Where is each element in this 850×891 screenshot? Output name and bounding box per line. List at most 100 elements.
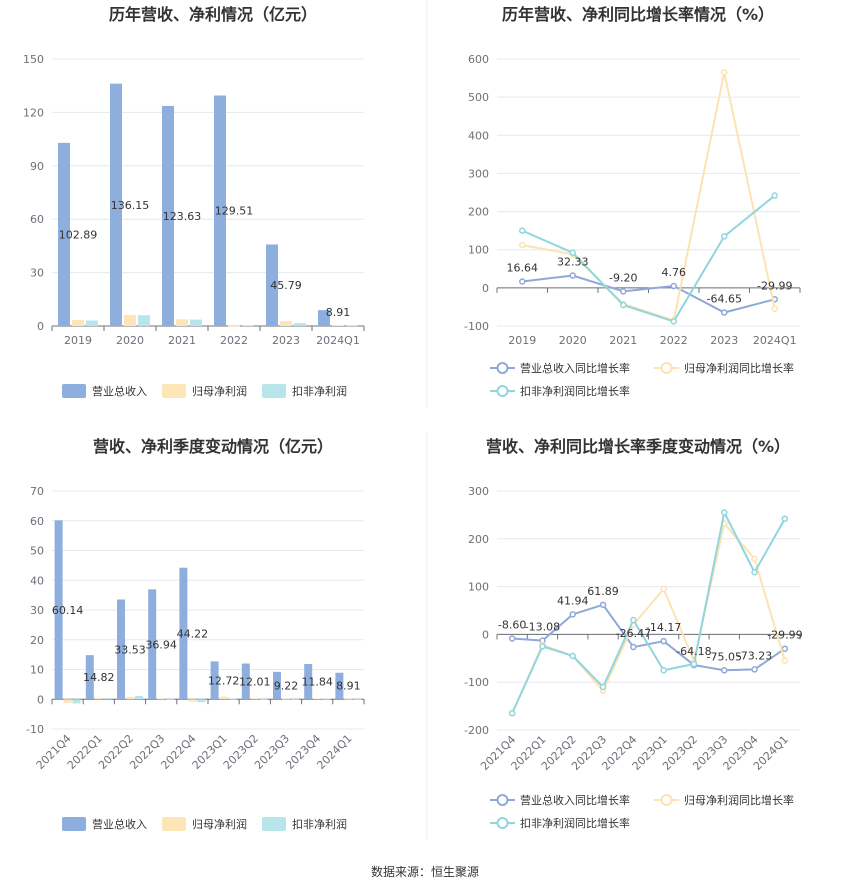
data-label: -14.17 bbox=[646, 621, 681, 634]
bar-revenue bbox=[148, 589, 157, 700]
data-label: 61.89 bbox=[587, 585, 619, 598]
data-point bbox=[599, 601, 607, 609]
bar-nonrecurring-profit bbox=[138, 315, 150, 326]
data-point bbox=[721, 69, 728, 76]
data-point bbox=[519, 227, 526, 234]
data-point bbox=[569, 249, 576, 257]
data-label: 102.89 bbox=[59, 228, 98, 241]
legend-revenue-marker bbox=[496, 362, 509, 374]
x-tick-label: 2023 bbox=[710, 334, 738, 347]
y-tick-label: 0 bbox=[37, 320, 44, 333]
data-source-note: 数据来源：恒生聚源 bbox=[371, 864, 479, 879]
bar-revenue bbox=[214, 95, 226, 326]
x-tick-label: 2024Q1 bbox=[753, 334, 797, 347]
y-tick-label: -100 bbox=[464, 676, 489, 689]
bar-nonrecurring-profit bbox=[291, 698, 299, 700]
quarterly-revenue-profit-bar-chart: 营收、净利季度变动情况（亿元）-100102030405060702021Q42… bbox=[26, 437, 365, 831]
bar-net-profit bbox=[176, 319, 188, 326]
bar-revenue bbox=[117, 599, 125, 700]
chart-title: 历年营收、净利情况（亿元） bbox=[109, 5, 317, 24]
x-tick-label: 2021 bbox=[609, 334, 637, 347]
data-label: 41.94 bbox=[557, 594, 589, 607]
bar-revenue bbox=[273, 671, 281, 700]
bar-nonrecurring-profit bbox=[135, 695, 143, 700]
y-tick-label: 500 bbox=[468, 91, 489, 104]
y-tick-label: 200 bbox=[468, 533, 489, 546]
legend-net-profit-label: 归母净利润 bbox=[192, 384, 247, 398]
data-label: -13.08 bbox=[525, 621, 560, 634]
bar-revenue bbox=[54, 520, 63, 700]
bar-nonrecurring-profit bbox=[322, 698, 331, 700]
bar-net-profit bbox=[94, 697, 103, 700]
bar-nonrecurring-profit bbox=[353, 698, 362, 700]
data-label: -26.47 bbox=[616, 627, 651, 640]
data-point bbox=[569, 272, 576, 279]
y-tick-label: 100 bbox=[468, 581, 489, 594]
data-label: 129.51 bbox=[215, 205, 254, 218]
data-point bbox=[751, 555, 758, 563]
data-point bbox=[569, 611, 576, 618]
bar-nonrecurring-profit bbox=[259, 698, 268, 700]
legend-nonrecurring-profit-swatch bbox=[262, 384, 286, 398]
y-tick-label: 70 bbox=[30, 485, 44, 498]
y-tick-label: 300 bbox=[468, 167, 489, 180]
series-line-net-profit bbox=[522, 72, 776, 322]
bar-net-profit bbox=[344, 698, 353, 700]
legend-net-profit-marker bbox=[660, 794, 673, 806]
data-label: 11.84 bbox=[301, 676, 333, 689]
y-tick-label: -100 bbox=[464, 320, 489, 333]
bar-net-profit bbox=[313, 698, 322, 700]
x-tick-label: 2020 bbox=[116, 334, 144, 347]
data-label: 9.22 bbox=[274, 679, 299, 692]
data-point bbox=[519, 241, 526, 249]
chart-title: 历年营收、净利同比增长率情况（%） bbox=[502, 5, 774, 24]
data-point bbox=[660, 637, 667, 645]
y-tick-label: 30 bbox=[30, 267, 44, 280]
data-point bbox=[599, 683, 607, 691]
bar-nonrecurring-profit bbox=[197, 699, 206, 703]
y-tick-label: 100 bbox=[468, 244, 489, 257]
y-tick-label: 60 bbox=[30, 515, 44, 528]
bar-nonrecurring-profit bbox=[72, 699, 81, 704]
y-tick-label: 20 bbox=[30, 634, 44, 647]
data-label: 12.01 bbox=[239, 675, 271, 688]
series-line-revenue bbox=[522, 274, 776, 314]
data-point bbox=[508, 635, 516, 642]
data-point bbox=[630, 643, 637, 651]
bar-revenue bbox=[179, 567, 188, 700]
legend-revenue-label: 营业总收入同比增长率 bbox=[520, 361, 630, 375]
bar-revenue bbox=[266, 244, 278, 326]
bar-net-profit bbox=[63, 699, 72, 703]
data-label: -29.99 bbox=[767, 629, 802, 642]
x-tick-label: 2022 bbox=[660, 334, 688, 347]
y-tick-label: 200 bbox=[468, 206, 489, 219]
bar-net-profit bbox=[228, 325, 240, 327]
data-label: 16.64 bbox=[507, 262, 539, 275]
bar-nonrecurring-profit bbox=[242, 325, 254, 327]
data-point bbox=[771, 305, 778, 313]
data-label: -75.05 bbox=[707, 650, 742, 663]
legend-nonrecurring-profit-swatch bbox=[262, 817, 286, 831]
data-label: -9.20 bbox=[609, 271, 637, 284]
y-tick-label: 60 bbox=[30, 213, 44, 226]
bar-nonrecurring-profit bbox=[228, 698, 237, 700]
x-tick-label: 2021 bbox=[168, 334, 196, 347]
data-point bbox=[771, 192, 778, 199]
legend-nonrecurring-profit-marker bbox=[496, 385, 509, 397]
legend-net-profit-marker bbox=[660, 362, 673, 374]
data-point bbox=[721, 309, 728, 316]
bar-nonrecurring-profit bbox=[346, 325, 358, 327]
bar-revenue bbox=[318, 310, 330, 326]
bar-net-profit bbox=[124, 314, 136, 326]
bar-net-profit bbox=[188, 699, 197, 702]
data-label: 33.53 bbox=[114, 643, 146, 656]
y-tick-label: 40 bbox=[30, 574, 44, 587]
data-point bbox=[781, 657, 789, 664]
bar-net-profit bbox=[280, 321, 292, 326]
data-label: 60.14 bbox=[52, 604, 84, 617]
annual-growth-rate-line-chart: 历年营收、净利同比增长率情况（%） -100 0 100 200 300 400 500 600… bbox=[464, 5, 801, 398]
bar-nonrecurring-profit bbox=[86, 320, 98, 326]
x-tick-label: 2024Q1 bbox=[316, 334, 360, 347]
bar-net-profit bbox=[282, 698, 290, 700]
data-point bbox=[781, 515, 789, 522]
